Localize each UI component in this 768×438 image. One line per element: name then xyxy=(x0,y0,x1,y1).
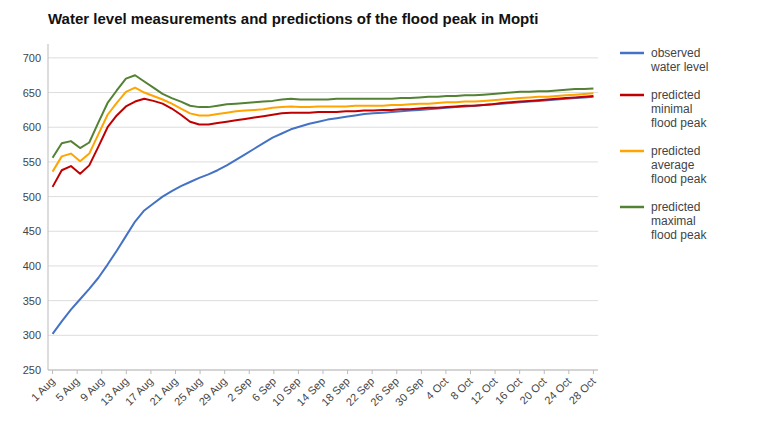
series-lines xyxy=(53,75,594,334)
legend-label-line: flood peak xyxy=(651,172,707,186)
legend-label: predictedmaximalflood peak xyxy=(651,200,707,242)
x-tick xyxy=(150,370,151,374)
y-tick-label: 400 xyxy=(23,260,41,272)
title: Water level measurements and predictions… xyxy=(48,10,538,27)
series-line xyxy=(53,96,594,187)
x-tick-label: 24 Oct xyxy=(542,375,573,406)
grid-line xyxy=(48,300,598,301)
x-tick xyxy=(568,370,569,374)
background xyxy=(0,0,768,438)
y-tick-label: 600 xyxy=(23,121,41,133)
x-tick-label: 2 Sep xyxy=(225,375,254,404)
x-tick-label: 1 Aug xyxy=(29,375,57,403)
x-tick xyxy=(175,370,176,374)
grid-line xyxy=(48,127,598,128)
x-tick xyxy=(421,370,422,374)
grid-line xyxy=(48,161,598,162)
x-tick-label: 16 Oct xyxy=(493,375,524,406)
series-line xyxy=(53,75,594,158)
x-tick xyxy=(200,370,201,374)
x-tick xyxy=(519,370,520,374)
legend-swatch xyxy=(620,150,644,153)
x-tick xyxy=(249,370,250,374)
x-tick xyxy=(77,370,78,374)
chart: Water level measurements and predictions… xyxy=(0,0,768,438)
grid-line xyxy=(48,231,598,232)
y-tick-label: 500 xyxy=(23,191,41,203)
y-tick-label: 450 xyxy=(23,225,41,237)
x-tick-label: 12 Oct xyxy=(468,375,499,406)
y-tick-label: 300 xyxy=(23,329,41,341)
series-line xyxy=(53,97,594,334)
legend-swatch xyxy=(620,52,644,55)
y-tick-label: 650 xyxy=(23,87,41,99)
x-tick xyxy=(101,370,102,374)
y-axis-line xyxy=(48,44,49,370)
x-tick-label: 28 Oct xyxy=(566,375,597,406)
y-tick-label: 700 xyxy=(23,52,41,64)
x-tick xyxy=(470,370,471,374)
legend-swatch xyxy=(620,206,644,209)
x-tick xyxy=(593,370,594,374)
legend-label-line: minimal xyxy=(651,102,692,116)
x-tick xyxy=(445,370,446,374)
legend-label-line: predicted xyxy=(651,144,700,158)
legend-label-line: water level xyxy=(650,60,708,74)
x-tick xyxy=(298,370,299,374)
x-tick-label: 20 Oct xyxy=(517,375,548,406)
legend-swatch xyxy=(620,94,644,97)
x-tick xyxy=(347,370,348,374)
legend-label: predictedaverageflood peak xyxy=(651,144,707,186)
x-tick xyxy=(544,370,545,374)
grid-line xyxy=(48,196,598,197)
y-tick-label: 250 xyxy=(23,364,41,376)
x-tick-label: 4 Oct xyxy=(423,375,450,402)
legend-label-line: average xyxy=(651,158,695,172)
legend-label-line: predicted xyxy=(651,200,700,214)
grid-line xyxy=(48,335,598,336)
x-tick-label: 29 Aug xyxy=(196,375,229,408)
x-tick xyxy=(126,370,127,374)
legend-label-line: predicted xyxy=(651,88,700,102)
x-tick xyxy=(224,370,225,374)
legend-label-line: observed xyxy=(651,46,700,60)
legend-label: observedwater level xyxy=(650,46,708,74)
x-tick xyxy=(323,370,324,374)
x-tick xyxy=(396,370,397,374)
legend-label: predictedminimalflood peak xyxy=(651,88,707,130)
grid-line xyxy=(48,57,598,58)
x-tick-label: 5 Aug xyxy=(53,375,81,403)
legend-label-line: maximal xyxy=(651,214,696,228)
legend: observedwater levelpredictedminimalflood… xyxy=(620,46,708,242)
x-tick xyxy=(372,370,373,374)
y-tick-label: 350 xyxy=(23,295,41,307)
legend-label-line: flood peak xyxy=(651,116,707,130)
x-tick xyxy=(495,370,496,374)
y-tick-label: 550 xyxy=(23,156,41,168)
grid-line xyxy=(48,265,598,266)
x-tick xyxy=(273,370,274,374)
x-tick-label: 30 Sep xyxy=(393,375,426,408)
y-grid xyxy=(48,58,598,370)
x-tick xyxy=(52,370,53,374)
legend-label-line: flood peak xyxy=(651,228,707,242)
